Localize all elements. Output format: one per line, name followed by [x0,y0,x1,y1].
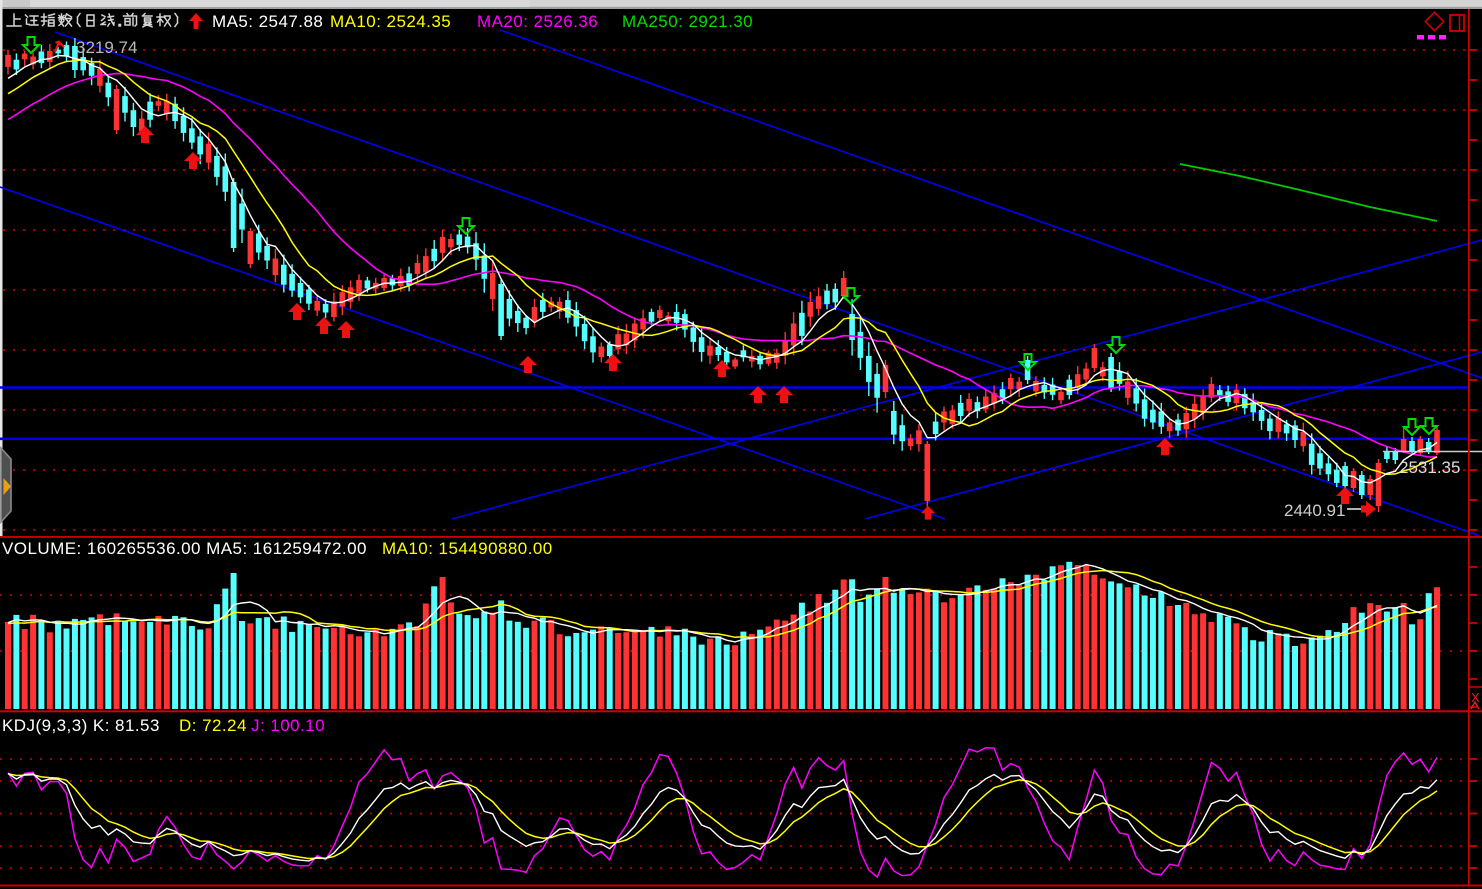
svg-text:MA10: 2524.35: MA10: 2524.35 [330,12,451,31]
svg-text:2440.91: 2440.91 [1284,501,1345,520]
svg-text:D: 72.24: D: 72.24 [179,716,247,735]
svg-text:VOLUME: 160265536.00 MA5: 161: VOLUME: 160265536.00 MA5: 161259472.00 [2,539,367,558]
svg-text:J: 100.10: J: 100.10 [251,716,325,735]
svg-text:KDJ(9,3,3) K: 81.53: KDJ(9,3,3) K: 81.53 [2,716,160,735]
svg-text:X: X [1471,690,1480,705]
svg-text:MA10: 154490880.00: MA10: 154490880.00 [382,539,553,558]
svg-text:MA20: 2526.36: MA20: 2526.36 [477,12,598,31]
svg-text:2531.35: 2531.35 [1399,458,1460,477]
svg-text:3219.74: 3219.74 [76,38,137,57]
svg-text:MA5: 2547.88: MA5: 2547.88 [212,12,323,31]
svg-text:MA250: 2921.30: MA250: 2921.30 [622,12,753,31]
